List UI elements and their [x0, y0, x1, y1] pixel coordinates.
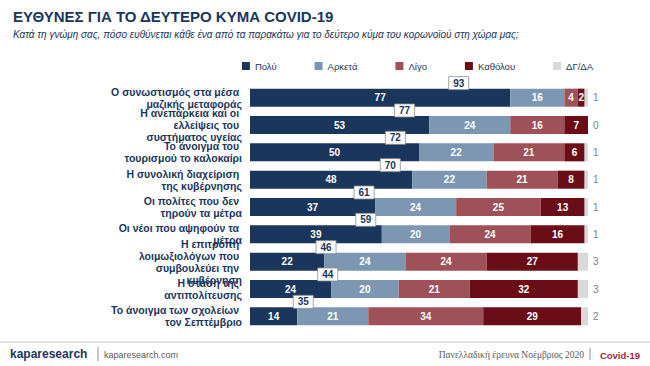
svg-text:16: 16: [552, 229, 564, 240]
svg-text:20: 20: [359, 284, 371, 295]
svg-text:48: 48: [326, 174, 338, 185]
svg-text:Η επιτροπή: Η επιτροπή: [181, 238, 242, 250]
svg-text:συμβουλεύει την: συμβουλεύει την: [156, 262, 242, 274]
svg-text:21: 21: [327, 311, 339, 322]
svg-text:59: 59: [360, 214, 372, 225]
svg-text:Λίγο: Λίγο: [408, 61, 427, 72]
svg-text:22: 22: [282, 256, 294, 267]
svg-text:Covid-19: Covid-19: [600, 350, 640, 361]
svg-text:14: 14: [268, 311, 280, 322]
svg-text:1: 1: [593, 202, 599, 213]
svg-text:0: 0: [593, 120, 599, 131]
svg-text:16: 16: [532, 120, 544, 131]
svg-text:τον Σεπτέμβριο: τον Σεπτέμβριο: [165, 316, 242, 328]
svg-text:3: 3: [593, 256, 599, 267]
svg-text:93: 93: [453, 78, 465, 89]
svg-text:της κυβέρνησης: της κυβέρνησης: [162, 180, 243, 193]
svg-text:8: 8: [568, 174, 574, 185]
svg-text:72: 72: [390, 132, 402, 143]
svg-text:Οι νέοι που αψηφούν τα: Οι νέοι που αψηφούν τα: [119, 222, 242, 234]
svg-text:50: 50: [329, 147, 341, 158]
svg-text:24: 24: [410, 202, 422, 213]
svg-text:24: 24: [440, 256, 452, 267]
svg-text:Το άνοιγμα του: Το άνοιγμα του: [164, 140, 242, 152]
svg-text:Η συνολική διαχείριση: Η συνολική διαχείριση: [126, 168, 242, 180]
svg-text:τουρισμού το καλοκαίρι: τουρισμού το καλοκαίρι: [125, 152, 243, 164]
svg-text:21: 21: [429, 284, 441, 295]
svg-text:35: 35: [298, 296, 310, 307]
svg-text:1: 1: [593, 229, 599, 240]
svg-text:21: 21: [517, 174, 529, 185]
svg-text:Καθόλου: Καθόλου: [478, 61, 515, 72]
svg-text:2: 2: [578, 92, 584, 103]
svg-text:24: 24: [359, 256, 371, 267]
svg-text:37: 37: [307, 202, 319, 213]
svg-text:29: 29: [527, 311, 539, 322]
svg-text:34: 34: [420, 311, 432, 322]
svg-text:32: 32: [518, 284, 530, 295]
svg-text:4: 4: [568, 92, 574, 103]
svg-text:Το άνοιγμα των σχολείων: Το άνοιγμα των σχολείων: [111, 304, 242, 316]
svg-text:λοιμωξιολόγων που: λοιμωξιολόγων που: [138, 249, 242, 262]
svg-text:24: 24: [484, 229, 496, 240]
svg-text:16: 16: [532, 92, 544, 103]
svg-text:53: 53: [334, 120, 346, 131]
svg-text:24: 24: [285, 284, 297, 295]
svg-text:Πανελλαδική έρευνα Νοέμβριος 2: Πανελλαδική έρευνα Νοέμβριος 2020: [439, 350, 585, 360]
svg-text:6: 6: [572, 147, 578, 158]
svg-text:μαζικής μεταφοράς: μαζικής μεταφοράς: [146, 97, 242, 110]
svg-text:Ο συνωστισμός στα μέσα: Ο συνωστισμός στα μέσα: [111, 85, 242, 98]
svg-text:77: 77: [375, 92, 387, 103]
svg-text:3: 3: [593, 284, 599, 295]
svg-text:27: 27: [527, 256, 539, 267]
svg-text:Κατά τη γνώμη σας, πόσο ευθύνε: Κατά τη γνώμη σας, πόσο ευθύνεται κάθε έ…: [13, 29, 519, 40]
svg-text:Η ανεπάρκεια και οι: Η ανεπάρκεια και οι: [140, 107, 242, 119]
svg-text:Αρκετά: Αρκετά: [328, 61, 358, 72]
svg-text:20: 20: [410, 229, 422, 240]
svg-text:13: 13: [557, 202, 569, 213]
svg-text:Η στάση της: Η στάση της: [177, 277, 242, 289]
svg-text:46: 46: [320, 242, 332, 253]
svg-text:44: 44: [322, 269, 334, 280]
svg-text:61: 61: [359, 187, 371, 198]
svg-text:1: 1: [593, 147, 599, 158]
svg-text:1: 1: [593, 174, 599, 185]
svg-text:7: 7: [573, 120, 579, 131]
svg-text:kaparesearch.com: kaparesearch.com: [104, 350, 178, 360]
svg-text:1: 1: [593, 92, 599, 103]
svg-text:ελλείψεις του: ελλείψεις του: [173, 119, 242, 131]
svg-text:39: 39: [310, 229, 322, 240]
svg-text:25: 25: [493, 202, 505, 213]
svg-text:kaparesearch: kaparesearch: [10, 347, 87, 361]
svg-text:22: 22: [451, 147, 463, 158]
svg-text:αντιπολίτευσης: αντιπολίτευσης: [164, 289, 242, 302]
svg-text:70: 70: [385, 160, 397, 171]
svg-text:συστήματος υγείας: συστήματος υγείας: [146, 131, 242, 143]
svg-text:2: 2: [593, 311, 599, 322]
svg-text:22: 22: [444, 174, 456, 185]
svg-text:τηρούν τα μέτρα: τηρούν τα μέτρα: [161, 207, 243, 219]
svg-text:Πολύ: Πολύ: [255, 61, 277, 72]
svg-text:ΔΓ/ΔΑ: ΔΓ/ΔΑ: [566, 61, 594, 72]
svg-text:ΕΥΘΥΝΕΣ ΓΙΑ ΤΟ ΔΕΥΤΕΡΟ ΚΥΜΑ CO: ΕΥΘΥΝΕΣ ΓΙΑ ΤΟ ΔΕΥΤΕΡΟ ΚΥΜΑ COVID-19: [13, 8, 333, 25]
svg-text:24: 24: [464, 120, 476, 131]
svg-text:77: 77: [399, 105, 411, 116]
svg-text:21: 21: [523, 147, 535, 158]
svg-text:Οι πολίτες που δεν: Οι πολίτες που δεν: [143, 195, 242, 207]
